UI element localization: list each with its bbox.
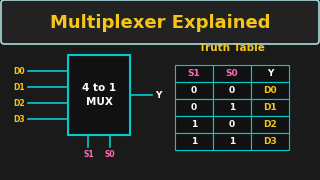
Text: 0: 0	[229, 86, 235, 95]
Text: 0: 0	[229, 120, 235, 129]
Text: D2: D2	[263, 120, 277, 129]
Bar	[213, 133, 251, 150]
Text: D1: D1	[263, 103, 277, 112]
Bar	[175, 82, 213, 99]
Text: D1: D1	[13, 82, 25, 91]
Text: S0: S0	[226, 69, 238, 78]
Text: D0: D0	[263, 86, 277, 95]
Bar	[68, 55, 130, 135]
Text: 4 to 1
MUX: 4 to 1 MUX	[82, 83, 116, 107]
Bar	[251, 65, 289, 82]
Bar	[213, 116, 251, 133]
Text: Y: Y	[267, 69, 273, 78]
FancyBboxPatch shape	[1, 0, 319, 44]
Bar	[251, 133, 289, 150]
Bar	[213, 82, 251, 99]
Text: 1: 1	[191, 137, 197, 146]
Text: Y: Y	[155, 91, 161, 100]
Text: 0: 0	[191, 86, 197, 95]
Bar	[251, 116, 289, 133]
Text: Multiplexer Explained: Multiplexer Explained	[50, 14, 270, 32]
Bar	[175, 116, 213, 133]
Text: S0: S0	[104, 150, 115, 159]
Text: 1: 1	[229, 103, 235, 112]
Bar	[251, 99, 289, 116]
Text: 1: 1	[229, 137, 235, 146]
Bar	[251, 82, 289, 99]
Bar	[213, 65, 251, 82]
Bar	[175, 99, 213, 116]
Text: 0: 0	[191, 103, 197, 112]
Text: D3: D3	[13, 114, 25, 123]
Text: Truth Table: Truth Table	[199, 43, 265, 53]
Text: D0: D0	[13, 66, 25, 75]
Text: 1: 1	[191, 120, 197, 129]
Text: S1: S1	[83, 150, 94, 159]
Text: D2: D2	[13, 98, 25, 107]
Bar	[175, 133, 213, 150]
Bar	[175, 65, 213, 82]
Text: S1: S1	[188, 69, 200, 78]
Bar	[213, 99, 251, 116]
Text: D3: D3	[263, 137, 277, 146]
